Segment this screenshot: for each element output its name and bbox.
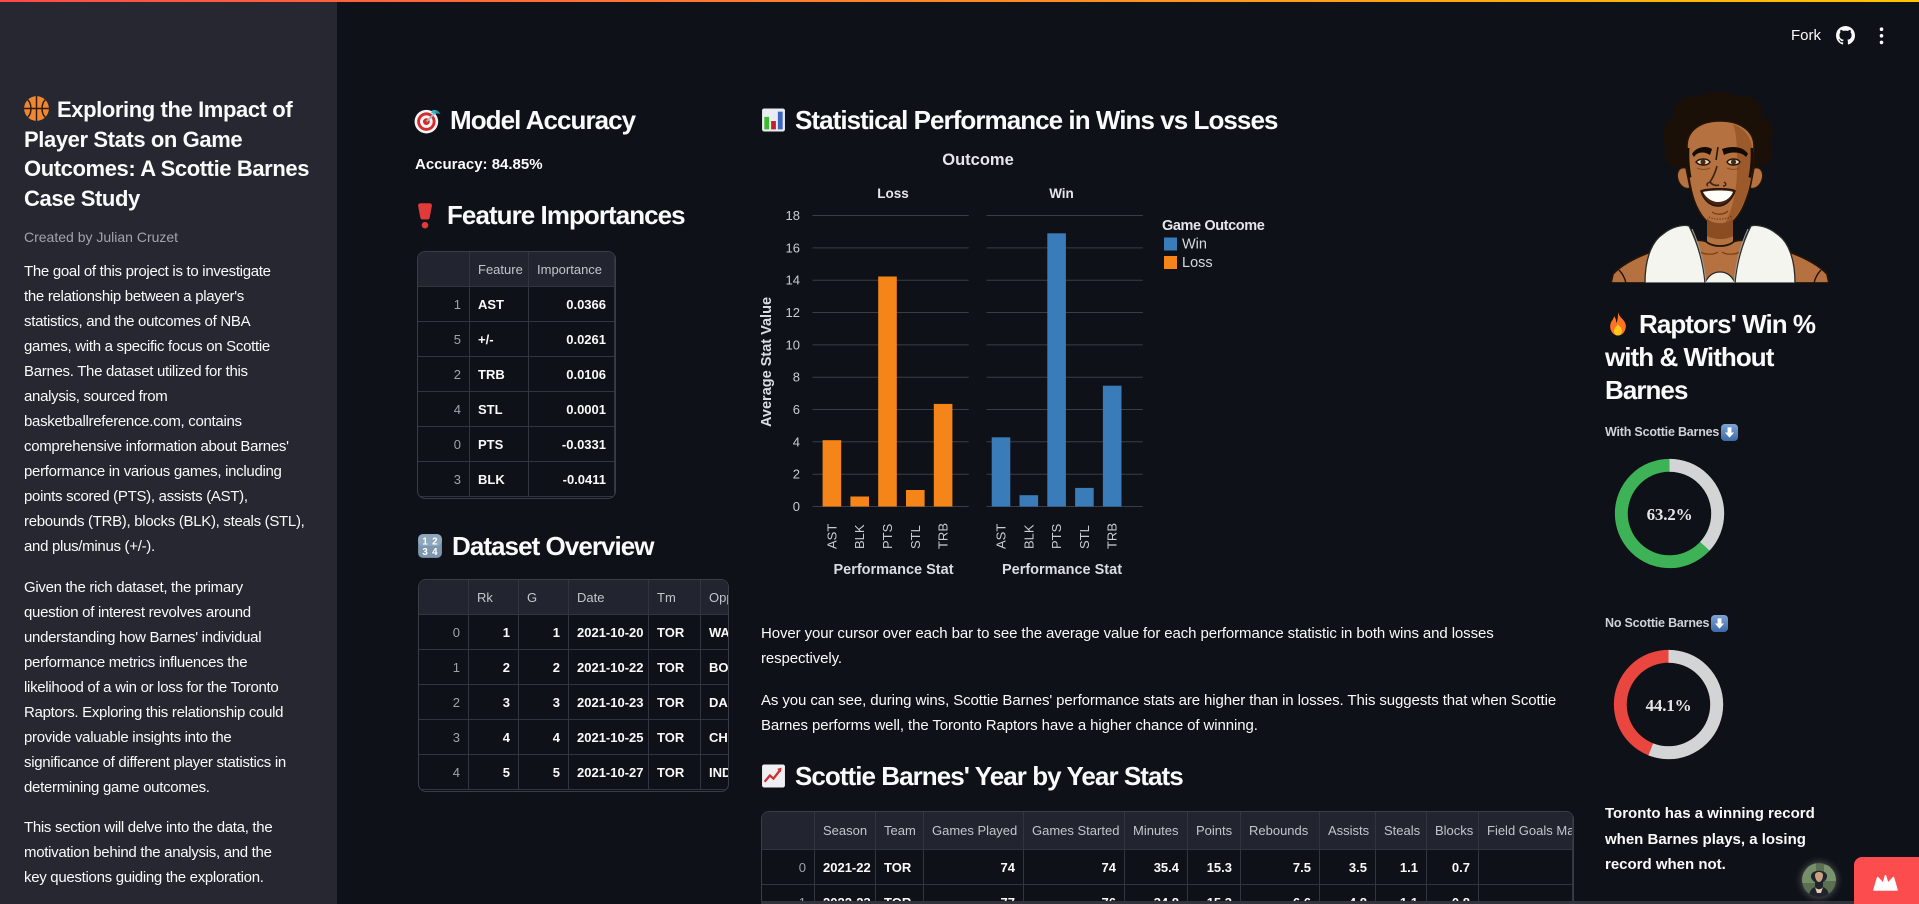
- svg-text:TRB: TRB: [1105, 523, 1120, 549]
- svg-text:10: 10: [786, 337, 800, 352]
- svg-text:Win: Win: [1049, 186, 1074, 201]
- svg-text:PTS: PTS: [880, 523, 895, 549]
- svg-text:Average Stat Value: Average Stat Value: [759, 297, 775, 427]
- svg-text:AST: AST: [824, 524, 839, 549]
- svg-text:1: 1: [422, 536, 428, 547]
- svg-text:Performance Stat: Performance Stat: [1002, 562, 1122, 578]
- svg-text:TRB: TRB: [936, 523, 951, 549]
- svg-text:STL: STL: [1077, 525, 1092, 549]
- svg-text:Performance Stat: Performance Stat: [833, 562, 953, 578]
- svg-text:Outcome: Outcome: [942, 151, 1014, 169]
- svg-text:16: 16: [786, 240, 800, 255]
- svg-text:4: 4: [793, 434, 800, 449]
- svg-text:BLK: BLK: [852, 524, 867, 549]
- svg-text:0: 0: [793, 499, 800, 514]
- svg-text:12: 12: [786, 305, 800, 320]
- svg-text:2: 2: [793, 467, 800, 482]
- svg-text:AST: AST: [994, 524, 1009, 549]
- svg-text:8: 8: [793, 370, 800, 385]
- svg-text:Loss: Loss: [877, 186, 909, 201]
- svg-text:Game Outcome: Game Outcome: [1162, 218, 1265, 234]
- svg-text:14: 14: [786, 273, 800, 288]
- svg-text:18: 18: [786, 208, 800, 223]
- svg-text:44.1%: 44.1%: [1646, 696, 1692, 715]
- svg-text:Win: Win: [1182, 237, 1207, 253]
- svg-text:2: 2: [432, 536, 438, 547]
- svg-text:Loss: Loss: [1182, 255, 1213, 271]
- svg-text:63.2%: 63.2%: [1647, 505, 1693, 524]
- svg-text:STL: STL: [908, 525, 923, 549]
- svg-text:6: 6: [793, 402, 800, 417]
- svg-text:PTS: PTS: [1049, 523, 1064, 549]
- svg-text:BLK: BLK: [1021, 524, 1036, 549]
- svg-text:3: 3: [422, 547, 428, 558]
- svg-text:4: 4: [432, 547, 438, 558]
